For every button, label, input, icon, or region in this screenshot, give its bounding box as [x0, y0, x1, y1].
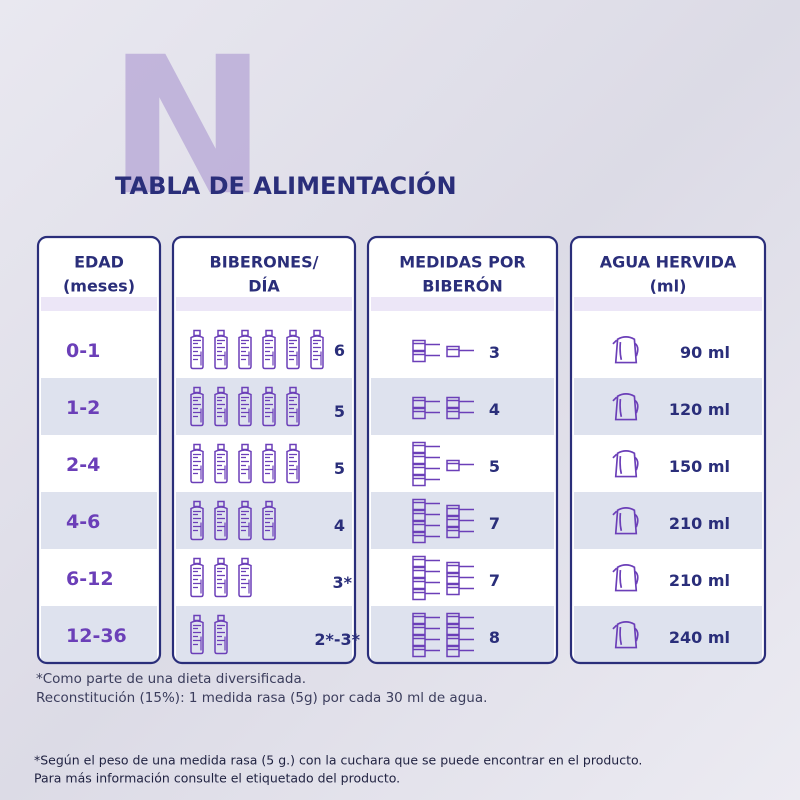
- scoops-per-bottle: 3: [489, 343, 500, 362]
- disclaimer: *Según el peso de una medida rasa (5 g.)…: [34, 753, 642, 768]
- column-header: AGUA HERVIDA: [600, 253, 737, 272]
- scoops-per-bottle: 8: [489, 628, 500, 647]
- row-shade: [574, 492, 762, 549]
- row-shade: [41, 492, 157, 549]
- row-shade: [574, 606, 762, 663]
- row-shade: [41, 606, 157, 663]
- column-header: BIBERONES/: [210, 253, 319, 272]
- age: 1-2: [66, 397, 100, 419]
- scoops-per-bottle: 7: [489, 571, 500, 590]
- column-border: [171, 235, 357, 665]
- row-shade: [371, 378, 554, 435]
- header-band: [371, 297, 554, 311]
- footnote: *Como parte de una dieta diversificada.: [36, 671, 306, 687]
- footnote: Reconstitución (15%): 1 medida rasa (5g)…: [36, 690, 487, 706]
- age: 6-12: [66, 568, 114, 590]
- header-band: [176, 297, 352, 311]
- column-header: EDAD: [74, 253, 124, 272]
- water-amount: 90 ml: [680, 343, 730, 362]
- water-amount: 120 ml: [669, 400, 730, 419]
- column-header: DÍA: [248, 277, 280, 296]
- column-header: BIBERÓN: [422, 277, 503, 296]
- water-amount: 150 ml: [669, 457, 730, 476]
- water-amount: 240 ml: [669, 628, 730, 647]
- header-band: [574, 297, 762, 311]
- bottles-per-day: 5: [334, 402, 345, 421]
- header-band: [41, 297, 157, 311]
- bottles-per-day: 3*: [333, 573, 353, 592]
- row-shade: [41, 378, 157, 435]
- column-header: (meses): [63, 277, 135, 296]
- bottles-per-day: 2*-3*: [314, 630, 360, 649]
- disclaimer: Para más información consulte el etiquet…: [34, 771, 400, 786]
- water-amount: 210 ml: [669, 514, 730, 533]
- row-shade: [176, 606, 352, 663]
- age: 2-4: [66, 454, 100, 476]
- column-border: [366, 235, 559, 665]
- age: 12-36: [66, 625, 127, 647]
- column-border: [36, 235, 162, 665]
- water-amount: 210 ml: [669, 571, 730, 590]
- scoops-per-bottle: 4: [489, 400, 500, 419]
- row-shade: [371, 606, 554, 663]
- column-card: [38, 237, 160, 663]
- scoops-per-bottle: 7: [489, 514, 500, 533]
- column-header: MEDIDAS POR: [399, 253, 526, 272]
- bottles-per-day: 6: [334, 341, 345, 360]
- bottles-per-day: 5: [334, 459, 345, 478]
- age: 0-1: [66, 340, 100, 362]
- row-shade: [574, 378, 762, 435]
- title: TABLA DE ALIMENTACIÓN: [115, 170, 457, 200]
- column-header: (ml): [650, 277, 687, 296]
- bottles-per-day: 4: [334, 516, 345, 535]
- logo: N: [108, 16, 267, 237]
- age: 4-6: [66, 511, 100, 533]
- scoops-per-bottle: 5: [489, 457, 500, 476]
- column-border: [569, 235, 767, 665]
